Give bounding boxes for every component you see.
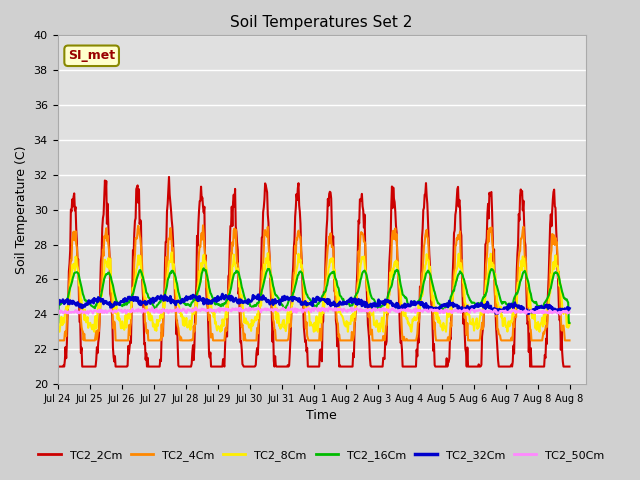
TC2_16Cm — [209, 294, 216, 300]
TC2_8Cm — [56, 329, 63, 335]
TC2_2Cm — [566, 364, 573, 370]
TC2_2Cm — [367, 363, 374, 369]
TC2_4Cm — [396, 287, 403, 293]
TC2_16Cm — [114, 300, 122, 306]
TC2_32Cm — [114, 301, 122, 307]
TC2_32Cm — [208, 300, 216, 306]
TC2_16Cm — [566, 320, 573, 326]
TC2_32Cm — [54, 300, 61, 306]
TC2_2Cm — [396, 305, 403, 311]
TC2_50Cm — [253, 306, 260, 312]
TC2_8Cm — [396, 284, 404, 289]
TC2_32Cm — [396, 304, 403, 310]
TC2_8Cm — [168, 250, 175, 255]
TC2_16Cm — [200, 265, 207, 271]
Line: TC2_16Cm: TC2_16Cm — [58, 268, 570, 323]
Y-axis label: Soil Temperature (C): Soil Temperature (C) — [15, 145, 28, 274]
TC2_2Cm — [165, 174, 173, 180]
Text: SI_met: SI_met — [68, 49, 115, 62]
TC2_2Cm — [114, 364, 122, 370]
TC2_4Cm — [209, 331, 216, 337]
TC2_50Cm — [285, 304, 292, 310]
TC2_50Cm — [556, 312, 564, 318]
Line: TC2_2Cm: TC2_2Cm — [58, 177, 570, 367]
X-axis label: Time: Time — [306, 409, 337, 422]
TC2_4Cm — [114, 337, 122, 343]
TC2_50Cm — [54, 310, 61, 315]
TC2_32Cm — [219, 291, 227, 297]
TC2_8Cm — [367, 307, 375, 312]
TC2_2Cm — [234, 247, 241, 252]
TC2_8Cm — [115, 311, 122, 316]
Line: TC2_32Cm: TC2_32Cm — [58, 294, 570, 313]
TC2_16Cm — [234, 269, 241, 275]
TC2_32Cm — [367, 301, 374, 307]
TC2_2Cm — [209, 364, 216, 370]
Line: TC2_4Cm: TC2_4Cm — [58, 225, 570, 340]
TC2_16Cm — [367, 292, 374, 298]
TC2_4Cm — [234, 260, 241, 266]
TC2_8Cm — [254, 315, 262, 321]
TC2_50Cm — [233, 307, 241, 312]
TC2_50Cm — [367, 308, 374, 313]
Line: TC2_50Cm: TC2_50Cm — [58, 307, 570, 315]
TC2_8Cm — [54, 320, 61, 326]
TC2_4Cm — [566, 337, 573, 343]
TC2_32Cm — [253, 296, 261, 302]
Legend: TC2_2Cm, TC2_4Cm, TC2_8Cm, TC2_16Cm, TC2_32Cm, TC2_50Cm: TC2_2Cm, TC2_4Cm, TC2_8Cm, TC2_16Cm, TC2… — [34, 446, 609, 466]
Title: Soil Temperatures Set 2: Soil Temperatures Set 2 — [230, 15, 413, 30]
Line: TC2_8Cm: TC2_8Cm — [58, 252, 570, 332]
TC2_8Cm — [235, 269, 243, 275]
TC2_8Cm — [566, 321, 573, 327]
TC2_2Cm — [54, 364, 61, 370]
TC2_50Cm — [208, 308, 216, 313]
TC2_16Cm — [253, 300, 261, 306]
TC2_50Cm — [566, 309, 573, 315]
TC2_32Cm — [525, 311, 532, 316]
TC2_4Cm — [367, 332, 374, 337]
TC2_4Cm — [253, 325, 261, 331]
TC2_32Cm — [234, 300, 241, 306]
TC2_4Cm — [54, 337, 61, 343]
TC2_50Cm — [114, 308, 122, 313]
TC2_50Cm — [396, 308, 403, 313]
TC2_16Cm — [54, 320, 61, 326]
TC2_2Cm — [253, 345, 261, 351]
TC2_8Cm — [209, 310, 217, 316]
TC2_16Cm — [396, 273, 403, 278]
TC2_32Cm — [566, 305, 573, 311]
TC2_4Cm — [199, 222, 207, 228]
